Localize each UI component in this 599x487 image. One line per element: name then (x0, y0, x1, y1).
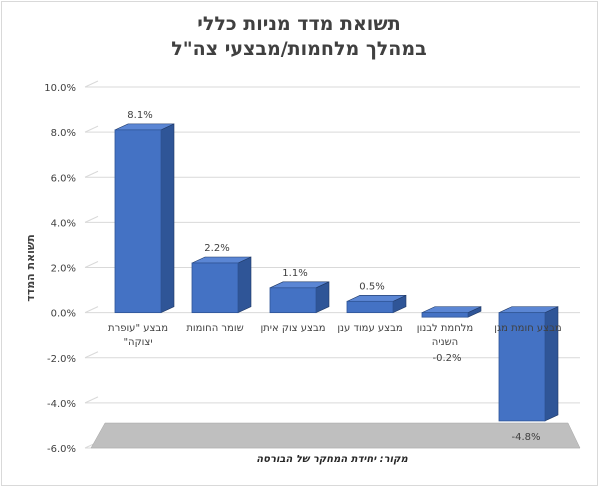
gridline-depth (84, 125, 99, 133)
bar (114, 129, 162, 314)
data-label: 1.1% (282, 268, 307, 279)
source-note: מקור: יחידת המחקר של הבורסה (256, 454, 408, 465)
gridline-depth (84, 261, 99, 268)
y-tick-label: 2.0% (51, 264, 76, 275)
y-tick-label: 8.0% (51, 128, 76, 139)
x-tick-label: השניה (432, 337, 458, 348)
y-tick-label: 4.0% (51, 218, 76, 229)
data-label: 2.2% (204, 243, 229, 254)
gridline-depth (84, 351, 99, 359)
data-label: -0.2% (432, 353, 461, 364)
gridline-depth (84, 215, 99, 223)
y-tick-label: -2.0% (47, 354, 76, 365)
bar (191, 262, 239, 314)
y-tick-label: 6.0% (51, 173, 76, 184)
x-tick-label: מבצע "עופרת (108, 323, 168, 334)
bar (269, 287, 317, 314)
y-tick-label: -4.0% (47, 399, 76, 410)
gridline-depth (84, 80, 99, 88)
bar (346, 300, 394, 314)
y-tick-label: 0.0% (51, 309, 76, 320)
x-tick-label: שומר החומות (186, 323, 243, 334)
gridline-depth (84, 306, 99, 314)
chart-title-line: במהלך מלחמות/מבצעי צה"ל (171, 38, 426, 60)
y-axis-label: תשואת המדד (24, 234, 37, 301)
bar-side-face (237, 256, 252, 314)
x-tick-label: מבצע חומת מגן (494, 323, 561, 334)
data-label: 0.5% (359, 281, 384, 292)
y-tick-label: -6.0% (47, 444, 76, 455)
data-label: -4.8% (511, 432, 540, 443)
x-tick-label: מבצע צוק איתן (260, 323, 325, 334)
data-label: 8.1% (127, 110, 152, 121)
bar (498, 312, 546, 422)
chart-title-line: תשואת מדד מניות כללי (197, 13, 400, 35)
chart-floor (90, 422, 581, 449)
x-tick-label: יצוקה" (123, 337, 152, 348)
bar-side-face (160, 123, 175, 314)
gridline-depth (84, 396, 99, 404)
x-tick-label: מלחמת לבנון (417, 323, 473, 334)
bar (421, 312, 469, 318)
x-tick-label: מבצע עמוד ענן (337, 323, 402, 334)
gridline-depth (84, 170, 99, 178)
y-tick-label: 10.0% (44, 83, 76, 94)
